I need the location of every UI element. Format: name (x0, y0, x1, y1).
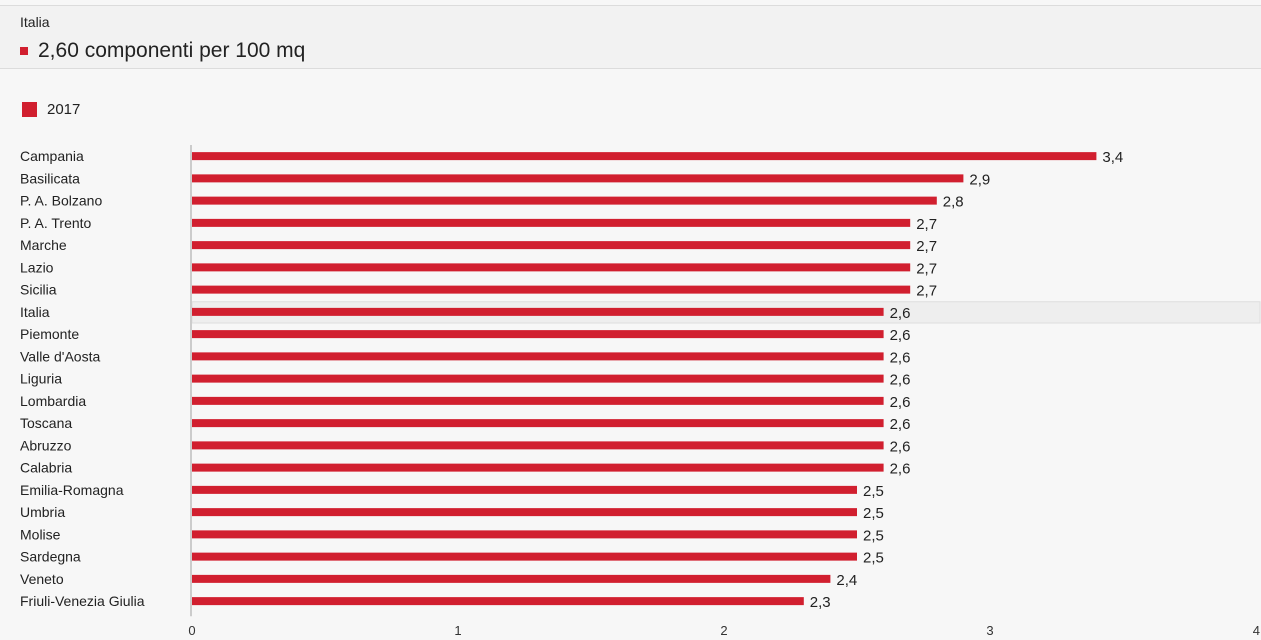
category-label-p-a-trento: P. A. Trento (20, 215, 92, 231)
bar-piemonte[interactable] (192, 330, 884, 339)
value-label-molise: 2,5 (863, 527, 884, 544)
x-tick-label-2: 2 (720, 623, 727, 638)
bar-calabria[interactable] (192, 463, 884, 472)
value-label-abruzzo: 2,6 (890, 438, 911, 455)
category-label-piemonte: Piemonte (20, 326, 79, 342)
bar-lazio[interactable] (192, 263, 911, 272)
bar-liguria[interactable] (192, 374, 884, 383)
value-label-basilicata: 2,9 (969, 171, 990, 188)
header-square-icon (20, 47, 28, 55)
value-label-valle-d-aosta: 2,6 (890, 349, 911, 366)
category-label-marche: Marche (20, 237, 67, 253)
bar-campania[interactable] (192, 152, 1097, 161)
value-label-italia: 2,6 (890, 305, 911, 322)
value-label-sicilia: 2,7 (916, 283, 937, 300)
category-label-calabria: Calabria (20, 460, 72, 476)
value-label-toscana: 2,6 (890, 416, 911, 433)
bar-veneto[interactable] (192, 574, 831, 583)
category-label-abruzzo: Abruzzo (20, 437, 72, 453)
bar-molise[interactable] (192, 530, 857, 539)
value-label-p-a-bolzano: 2,8 (943, 194, 964, 211)
bar-lombardia[interactable] (192, 396, 884, 405)
category-label-basilicata: Basilicata (20, 170, 80, 186)
value-label-friuli-venezia-giulia: 2,3 (810, 594, 831, 611)
value-label-piemonte: 2,6 (890, 327, 911, 344)
category-label-italia: Italia (20, 304, 50, 320)
legend-label: 2017 (47, 101, 81, 118)
legend-swatch (22, 102, 37, 117)
category-label-liguria: Liguria (20, 371, 62, 387)
summary-header: Italia 2,60 componenti per 100 mq (0, 5, 1261, 69)
bar-sicilia[interactable] (192, 285, 911, 294)
chart-legend[interactable]: 2017 (22, 101, 80, 118)
category-label-p-a-bolzano: P. A. Bolzano (20, 193, 102, 209)
bar-italia[interactable] (192, 307, 884, 316)
bar-emilia-romagna[interactable] (192, 485, 857, 494)
bar-sardegna[interactable] (192, 552, 857, 561)
value-label-veneto: 2,4 (836, 572, 857, 589)
bar-basilicata[interactable] (192, 174, 964, 183)
value-label-marche: 2,7 (916, 238, 937, 255)
category-label-sardegna: Sardegna (20, 549, 81, 565)
category-label-sicilia: Sicilia (20, 282, 57, 298)
value-label-umbria: 2,5 (863, 505, 884, 522)
value-label-lombardia: 2,6 (890, 394, 911, 411)
value-label-calabria: 2,6 (890, 461, 911, 478)
bar-p-a-bolzano[interactable] (192, 196, 937, 205)
bar-umbria[interactable] (192, 508, 857, 517)
x-tick-label-4: 4 (1253, 623, 1260, 638)
category-label-lazio: Lazio (20, 259, 54, 275)
header-region-name: Italia (20, 14, 50, 30)
bar-marche[interactable] (192, 241, 911, 250)
bar-abruzzo[interactable] (192, 441, 884, 450)
x-tick-label-3: 3 (986, 623, 993, 638)
category-label-umbria: Umbria (20, 504, 65, 520)
bar-toscana[interactable] (192, 419, 884, 428)
value-label-campania: 3,4 (1102, 149, 1123, 166)
header-value: 2,60 componenti per 100 mq (38, 39, 306, 62)
header-value-row: 2,60 componenti per 100 mq (20, 39, 305, 63)
category-label-campania: Campania (20, 148, 84, 164)
value-label-sardegna: 2,5 (863, 550, 884, 567)
category-label-friuli-venezia-giulia: Friuli-Venezia Giulia (20, 593, 145, 609)
category-label-molise: Molise (20, 526, 61, 542)
value-label-liguria: 2,6 (890, 372, 911, 389)
value-label-emilia-romagna: 2,5 (863, 483, 884, 500)
bar-valle-d-aosta[interactable] (192, 352, 884, 361)
bar-p-a-trento[interactable] (192, 218, 911, 227)
value-label-lazio: 2,7 (916, 260, 937, 277)
category-label-veneto: Veneto (20, 571, 64, 587)
x-tick-label-1: 1 (454, 623, 461, 638)
category-label-toscana: Toscana (20, 415, 72, 431)
category-label-valle-d-aosta: Valle d'Aosta (20, 348, 100, 364)
value-label-p-a-trento: 2,7 (916, 216, 937, 233)
x-tick-label-0: 0 (188, 623, 195, 638)
bar-friuli-venezia-giulia[interactable] (192, 597, 804, 606)
category-label-lombardia: Lombardia (20, 393, 86, 409)
category-label-emilia-romagna: Emilia-Romagna (20, 482, 124, 498)
